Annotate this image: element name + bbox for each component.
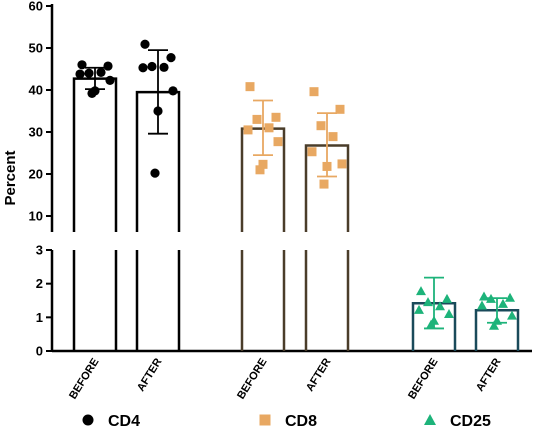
- data-point-circle: [77, 60, 87, 70]
- y-tick-label-upper: 40: [29, 83, 43, 98]
- data-point-triangle: [507, 310, 517, 320]
- data-point-circle: [105, 75, 115, 85]
- data-point-square: [328, 132, 338, 142]
- y-tick-label-lower: 0: [36, 344, 43, 359]
- data-point-square: [245, 82, 255, 92]
- category-label: AFTER: [135, 356, 165, 393]
- data-point-triangle: [426, 319, 436, 329]
- data-point-circle: [168, 86, 178, 96]
- data-point-triangle: [416, 286, 426, 296]
- data-point-square: [271, 112, 281, 122]
- category-label: BEFORE: [235, 356, 269, 401]
- y-tick-label-upper: 20: [29, 167, 43, 182]
- data-point-circle: [166, 53, 176, 63]
- legend-marker-circle: [82, 414, 94, 426]
- axes: 10 20 30 40 50 60 0 1 2 3: [29, 0, 532, 359]
- legend-marker-square: [259, 414, 271, 426]
- legend-marker-triangle: [424, 414, 436, 425]
- y-tick-label-lower: 3: [36, 243, 43, 258]
- data-point-square: [337, 159, 347, 169]
- data-point-circle: [138, 63, 148, 73]
- data-point-square: [255, 165, 265, 175]
- data-point-square: [252, 114, 262, 124]
- y-tick-label-upper: 30: [29, 125, 43, 140]
- y-tick-label-upper: 60: [29, 0, 43, 14]
- bar: [72, 77, 118, 232]
- data-point-triangle: [435, 301, 445, 311]
- data-point-square: [316, 121, 326, 131]
- data-point-triangle: [423, 297, 433, 307]
- y-tick-label-upper: 50: [29, 41, 43, 56]
- category-label: AFTER: [304, 356, 334, 393]
- y-axis-title: Percent: [2, 150, 19, 205]
- data-point-triangle: [414, 304, 424, 314]
- data-point-circle: [159, 62, 169, 72]
- data-points: [75, 39, 517, 330]
- y-tick-label-upper: 10: [29, 209, 43, 224]
- data-point-triangle: [479, 291, 489, 301]
- data-point-triangle: [489, 320, 499, 330]
- data-point-square: [273, 137, 283, 147]
- data-point-circle: [140, 39, 150, 49]
- legend-label: CD4: [108, 413, 140, 430]
- data-point-square: [258, 159, 268, 169]
- data-point-triangle: [486, 293, 496, 303]
- data-point-circle: [96, 67, 106, 77]
- data-point-triangle: [505, 292, 515, 302]
- data-point-square: [309, 87, 319, 97]
- data-point-circle: [150, 168, 160, 178]
- y-tick-label-lower: 2: [36, 276, 43, 291]
- category-label: AFTER: [474, 356, 504, 393]
- data-point-square: [264, 123, 274, 133]
- y-tick-label-lower: 1: [36, 310, 43, 325]
- category-label: BEFORE: [67, 356, 101, 401]
- data-point-circle: [103, 61, 113, 71]
- category-labels: BEFORE AFTER BEFORE AFTER BEFORE AFTER: [67, 356, 503, 401]
- data-point-triangle: [444, 308, 454, 318]
- data-point-square: [243, 125, 253, 135]
- data-point-triangle: [498, 298, 508, 308]
- data-point-square: [335, 104, 345, 114]
- data-point-triangle: [477, 300, 487, 310]
- data-point-triangle: [442, 293, 452, 303]
- data-point-circle: [147, 61, 157, 72]
- data-point-square: [307, 147, 317, 157]
- legend-label: CD8: [285, 413, 317, 430]
- legend: CD4 CD8 CD25: [82, 413, 491, 430]
- data-point-circle: [87, 88, 97, 98]
- data-point-square: [322, 161, 332, 171]
- data-point-circle: [84, 68, 94, 78]
- data-point-square: [319, 179, 329, 189]
- legend-label: CD25: [450, 413, 491, 430]
- data-point-circle: [153, 106, 163, 116]
- bars: [72, 77, 520, 351]
- category-label: BEFORE: [406, 356, 440, 401]
- data-point-circle: [75, 69, 85, 79]
